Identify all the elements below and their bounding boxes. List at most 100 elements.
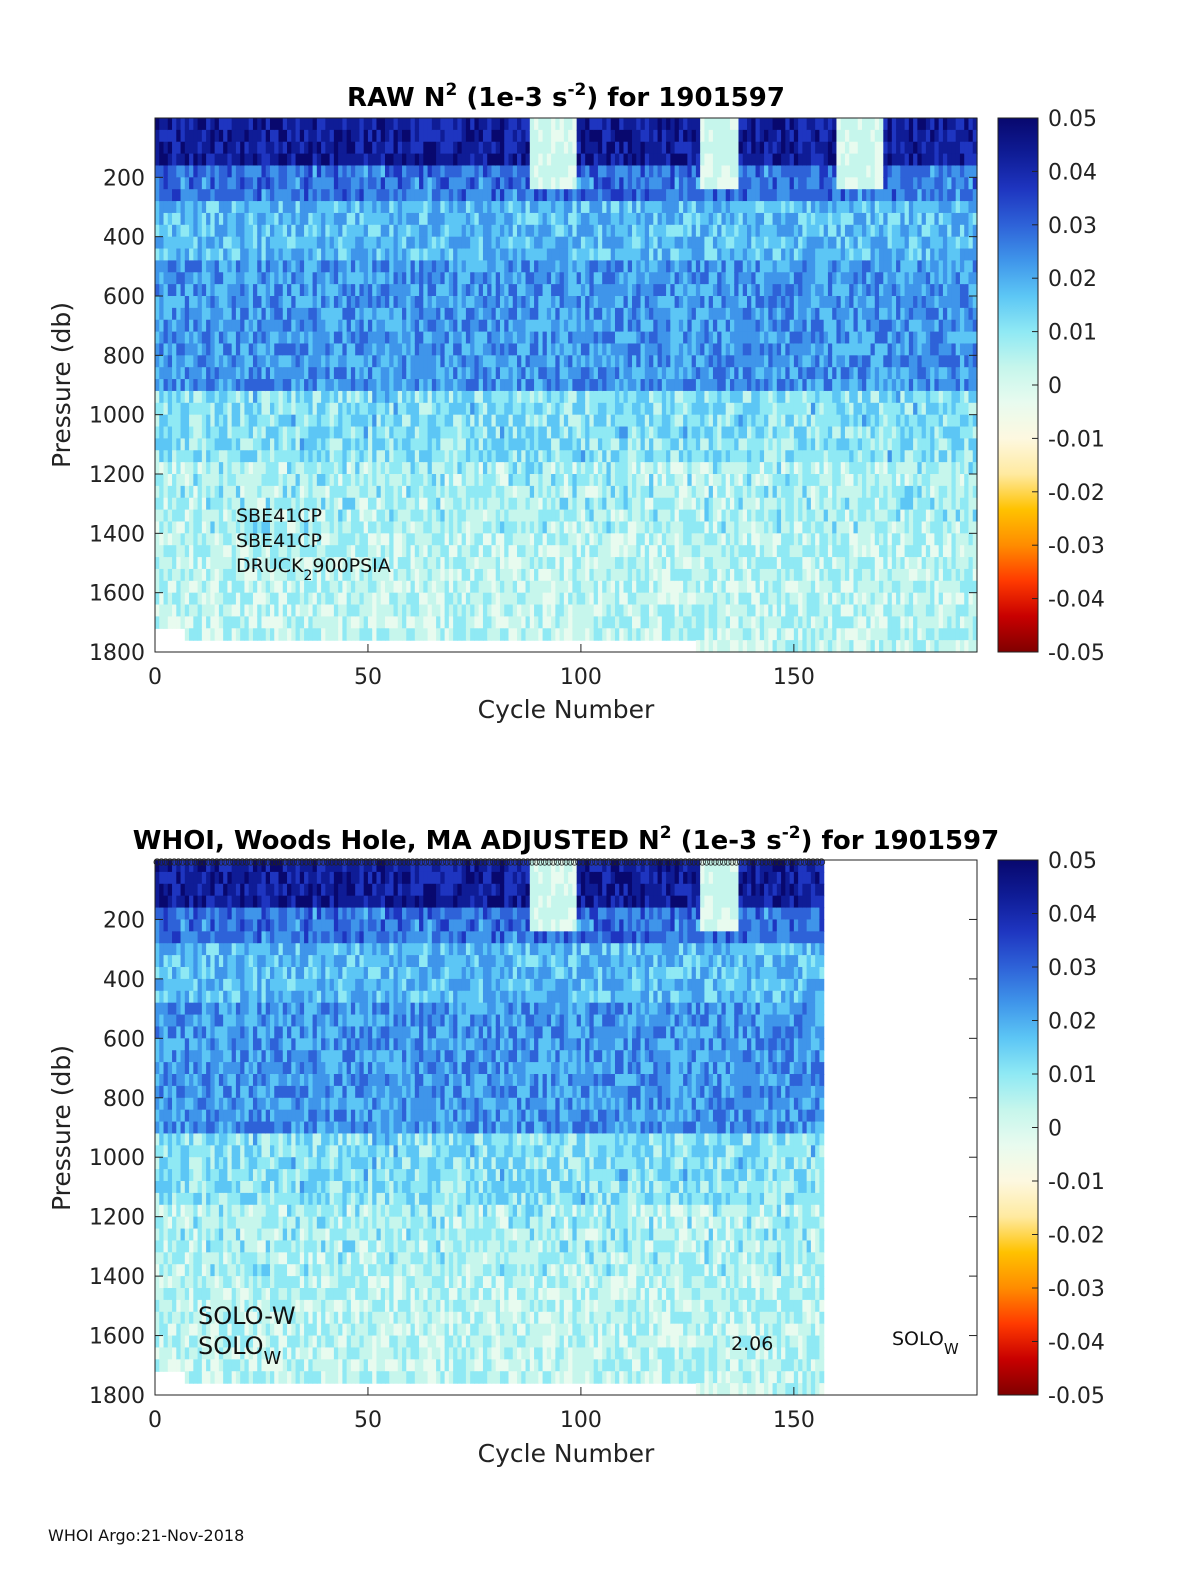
heatmap-cell xyxy=(499,201,505,214)
heatmap-cell xyxy=(568,390,573,404)
heatmap-cell xyxy=(167,118,173,131)
heatmap-cell xyxy=(495,236,501,250)
heatmap-cell xyxy=(495,438,501,451)
heatmap-cell xyxy=(491,129,497,143)
heatmap-cell xyxy=(244,272,250,285)
heatmap-cell xyxy=(163,367,169,380)
heatmap-cell xyxy=(580,177,586,190)
heatmap-cell xyxy=(410,307,416,321)
heatmap-cell xyxy=(278,177,284,190)
heatmap-cell xyxy=(295,379,301,392)
heatmap-cell xyxy=(287,355,292,368)
heatmap-cell xyxy=(218,355,224,368)
heatmap-cell xyxy=(206,414,211,428)
heatmap-cell xyxy=(623,224,629,238)
heatmap-cell xyxy=(576,307,582,321)
heatmap-cell xyxy=(440,129,446,143)
heatmap-cell xyxy=(555,474,561,487)
heatmap-cell xyxy=(444,343,450,356)
heatmap-cell xyxy=(201,497,207,511)
heatmap-cell xyxy=(457,509,463,523)
heatmap-cell xyxy=(252,509,258,523)
heatmap-cell xyxy=(223,379,229,392)
heatmap-cell xyxy=(402,153,407,167)
heatmap-cell xyxy=(304,497,309,511)
heatmap-cell xyxy=(580,462,586,475)
heatmap-cell xyxy=(508,604,514,617)
heatmap-cell xyxy=(240,545,246,558)
heatmap-cell xyxy=(210,307,216,321)
heatmap-cell xyxy=(551,248,556,261)
heatmap-cell xyxy=(299,153,305,167)
heatmap-cell xyxy=(299,355,305,368)
heatmap-cell xyxy=(333,450,339,463)
heatmap-cell xyxy=(159,129,165,143)
heatmap-cell xyxy=(453,129,458,143)
heatmap-cell xyxy=(457,379,463,392)
heatmap-cell xyxy=(517,177,522,190)
heatmap-cell xyxy=(427,118,433,131)
heatmap-cell xyxy=(585,580,591,594)
heatmap-cell xyxy=(504,224,510,238)
heatmap-cell xyxy=(163,153,169,167)
heatmap-cell xyxy=(167,462,173,475)
heatmap-cell xyxy=(551,557,556,570)
heatmap-cell xyxy=(265,592,271,606)
heatmap-cell xyxy=(499,331,505,345)
heatmap-cell xyxy=(427,319,433,333)
heatmap-cell xyxy=(193,521,199,534)
heatmap-cell xyxy=(167,414,173,428)
heatmap-cell xyxy=(546,545,552,558)
heatmap-cell xyxy=(461,343,467,356)
heatmap-cell xyxy=(363,592,369,606)
heatmap-cell xyxy=(610,355,616,368)
heatmap-cell xyxy=(589,224,595,238)
heatmap-cell xyxy=(517,426,522,439)
heatmap-cell xyxy=(525,390,531,404)
heatmap-cell xyxy=(465,129,471,143)
heatmap-cell xyxy=(474,592,480,606)
heatmap-cell xyxy=(295,319,301,333)
heatmap-cell xyxy=(261,355,267,368)
heatmap-cell xyxy=(189,580,194,594)
heatmap-cell xyxy=(312,129,318,143)
heatmap-cell xyxy=(406,118,412,131)
heatmap-cell xyxy=(291,628,297,641)
heatmap-cell xyxy=(534,474,539,487)
heatmap-cell xyxy=(218,521,224,534)
heatmap-cell xyxy=(512,272,518,285)
heatmap-cell xyxy=(487,296,493,309)
heatmap-cell xyxy=(325,533,331,546)
heatmap-cell xyxy=(346,224,352,238)
heatmap-cell xyxy=(274,497,280,511)
heatmap-cell xyxy=(419,307,424,321)
heatmap-cell xyxy=(414,497,420,511)
heatmap-cell xyxy=(252,379,258,392)
heatmap-cell xyxy=(384,426,390,439)
heatmap-cell xyxy=(172,485,177,499)
heatmap-cell xyxy=(159,438,165,451)
heatmap-cell xyxy=(172,284,177,297)
heatmap-cell xyxy=(397,485,403,499)
heatmap-cell xyxy=(231,402,237,416)
heatmap-cell xyxy=(423,296,429,309)
heatmap-cell xyxy=(619,260,625,273)
heatmap-cell xyxy=(397,260,403,273)
heatmap-cell xyxy=(227,402,233,416)
heatmap-cell xyxy=(495,604,501,617)
heatmap-cell xyxy=(206,118,211,131)
heatmap-cell xyxy=(623,212,629,226)
heatmap-cell xyxy=(529,450,535,463)
heatmap-cell xyxy=(461,568,467,582)
heatmap-cell xyxy=(402,201,407,214)
heatmap-cell xyxy=(495,414,501,428)
heatmap-cell xyxy=(235,474,241,487)
heatmap-cell xyxy=(333,319,339,333)
heatmap-cell xyxy=(172,568,177,582)
heatmap-cell xyxy=(176,497,182,511)
heatmap-cell xyxy=(414,343,420,356)
heatmap-cell xyxy=(380,568,386,582)
heatmap-cell xyxy=(491,189,497,202)
heatmap-cell xyxy=(248,414,254,428)
heatmap-cell xyxy=(384,319,390,333)
